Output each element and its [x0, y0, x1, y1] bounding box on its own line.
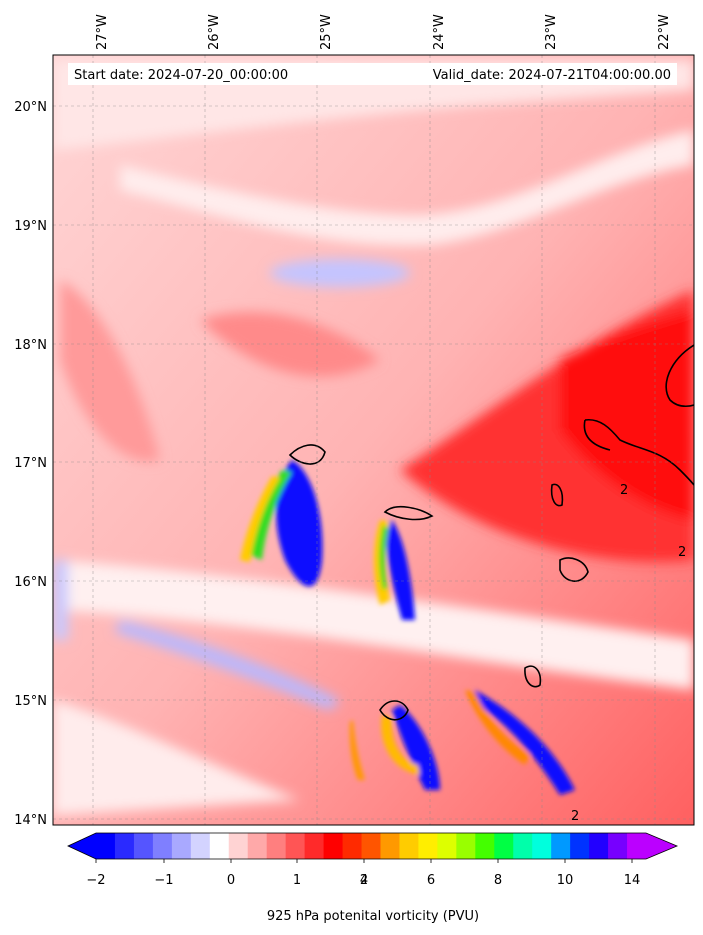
contour-label: 2: [571, 809, 579, 824]
colorbar-swatch: [361, 833, 381, 859]
colorbar-tick-label: 0: [227, 873, 235, 888]
colorbar-label: 925 hPa potenital vorticity (PVU): [267, 909, 479, 924]
colorbar-swatch: [190, 833, 211, 859]
info-box: [68, 63, 677, 85]
lat-tick-label: 14°N: [14, 813, 47, 828]
colorbar-swatch: [437, 833, 457, 859]
colorbar-swatch: [627, 833, 647, 859]
valid-date-label: Valid_date: 2024-07-21T04:00:00.00: [433, 68, 671, 83]
pv-field: [53, 55, 694, 825]
colorbar-swatch: [228, 833, 249, 859]
colorbar-swatch: [247, 833, 268, 859]
lon-tick-label: 22°W: [657, 14, 672, 50]
colorbar-swatch: [114, 833, 135, 859]
lon-tick-label: 26°W: [207, 14, 222, 50]
colorbar-tick-label: 4: [360, 873, 368, 888]
colorbar-tick-label: 8: [494, 873, 502, 888]
lon-tick-label: 23°W: [544, 14, 559, 50]
lon-tick-label: 24°W: [432, 14, 447, 50]
colorbar-swatch: [209, 833, 230, 859]
colorbar-swatch: [285, 833, 306, 859]
map-frame: [52, 54, 695, 826]
colorbar-swatch: [96, 833, 116, 859]
lat-tick-label: 16°N: [14, 575, 47, 590]
colorbar-swatch: [133, 833, 154, 859]
colorbar-swatch: [608, 833, 628, 859]
colorbar-swatch: [152, 833, 173, 859]
colorbar-swatch: [532, 833, 552, 859]
colorbar-tick-label: −1: [154, 873, 173, 888]
contour-label: 2: [620, 483, 628, 498]
colorbar-swatch: [570, 833, 590, 859]
colorbar-swatch: [304, 833, 325, 859]
colorbar-swatch: [342, 833, 363, 859]
lon-tick-labels: 27°W 26°W 25°W 24°W 23°W 22°W: [95, 14, 672, 50]
lat-tick-label: 20°N: [14, 100, 47, 115]
colorbar-swatch: [475, 833, 495, 859]
colorbar-tick-label: 14: [624, 873, 641, 888]
lon-tick-label: 25°W: [319, 14, 334, 50]
colorbar-swatch: [551, 833, 571, 859]
graticule: [53, 55, 694, 825]
colorbar-tick-label: 2: [360, 873, 368, 888]
coastlines: [288, 344, 694, 721]
colorbar-swatch: [494, 833, 514, 859]
colorbar-extend-max: [646, 833, 677, 859]
colorbar-swatch: [456, 833, 476, 859]
lat-tick-label: 15°N: [14, 694, 47, 709]
colorbar-swatch: [589, 833, 609, 859]
colorbar-swatch: [323, 833, 344, 859]
colorbar-swatch: [399, 833, 419, 859]
colorbar-tick-label: 6: [427, 873, 435, 888]
colorbar-tick-label: 1: [293, 873, 301, 888]
lon-tick-label: 27°W: [95, 14, 110, 50]
colorbar-swatch: [418, 833, 438, 859]
colorbar-extend-min: [68, 833, 96, 859]
lat-tick-label: 19°N: [14, 219, 47, 234]
colorbar-swatch: [266, 833, 287, 859]
lat-tick-labels: 20°N 19°N 18°N 17°N 16°N 15°N 14°N: [14, 100, 47, 828]
colorbar-swatch: [380, 833, 400, 859]
colorbar-tick-labels: −2 −1 0 1 2 4 6 8 10 14: [86, 873, 640, 888]
start-date-label: Start date: 2024-07-20_00:00:00: [74, 68, 288, 83]
colorbar: [67, 832, 679, 863]
colorbar-tick-label: −2: [86, 873, 105, 888]
colorbar-swatch: [171, 833, 192, 859]
colorbar-swatch: [513, 833, 533, 859]
colorbar-tick-label: 10: [557, 873, 574, 888]
lat-tick-label: 17°N: [14, 456, 47, 471]
lat-tick-label: 18°N: [14, 338, 47, 353]
contour-label: 2: [678, 545, 686, 560]
